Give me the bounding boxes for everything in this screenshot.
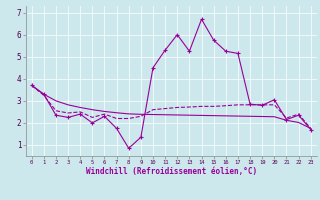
X-axis label: Windchill (Refroidissement éolien,°C): Windchill (Refroidissement éolien,°C)	[86, 167, 257, 176]
